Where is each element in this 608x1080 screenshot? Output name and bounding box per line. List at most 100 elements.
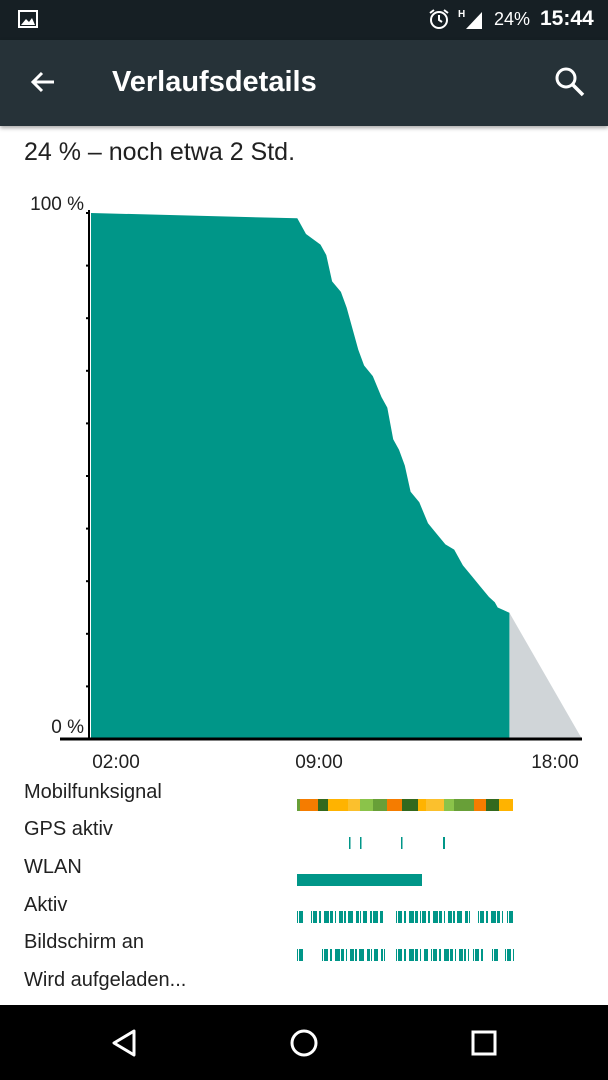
signal-segment (423, 799, 426, 811)
mobile-signal-bar (297, 799, 513, 811)
signal-segment (348, 799, 355, 811)
activity-segment (404, 949, 406, 961)
activity-segment (398, 949, 402, 961)
signal-segment (373, 799, 381, 811)
activity-segment (424, 949, 428, 961)
app-bar: Verlaufsdetails (0, 40, 608, 126)
activity-segment (374, 949, 378, 961)
activity-segment (455, 949, 456, 961)
signal-segment (355, 799, 360, 811)
activity-segment (311, 911, 312, 923)
signal-segment (387, 799, 391, 811)
activity-segment (433, 949, 437, 961)
signal-segment (339, 799, 348, 811)
activity-segment (360, 911, 361, 923)
activity-segment (409, 949, 414, 961)
row-label-gps: GPS aktiv (24, 818, 113, 840)
activity-segment (404, 911, 406, 923)
activity-segment (371, 949, 372, 961)
signal-segment (474, 799, 481, 811)
x-tick-label: 18:00 (531, 752, 579, 773)
wlan-activity-bar (297, 874, 422, 886)
activity-segment (415, 911, 418, 923)
signal-segment (310, 799, 318, 811)
screen-on-bar (297, 949, 514, 961)
signal-segment (454, 799, 465, 811)
activity-segment (505, 949, 506, 961)
activity-segment (509, 911, 513, 923)
signal-segment (300, 799, 310, 811)
activity-segment (367, 949, 370, 961)
activity-segment (507, 949, 511, 961)
signal-segment (450, 799, 454, 811)
signal-segment (486, 799, 489, 811)
activity-segment (324, 911, 329, 923)
activity-segment (380, 911, 383, 923)
activity-segment (475, 949, 479, 961)
signal-segment (402, 799, 411, 811)
signal-segment (391, 799, 402, 811)
activity-segment (313, 911, 317, 923)
activity-segment (513, 949, 514, 961)
signal-segment (489, 799, 499, 811)
status-bar: H 24% 15:44 (0, 0, 608, 40)
activity-segment (324, 949, 328, 961)
activity-segment (420, 949, 421, 961)
activity-segment (420, 911, 421, 923)
row-label-charging: Wird aufgeladen... (24, 969, 187, 991)
signal-segment (318, 799, 324, 811)
signal-segment (436, 799, 444, 811)
signal-icon: H (458, 9, 482, 29)
activity-segment (497, 911, 500, 923)
activity-segment (480, 911, 484, 923)
signal-segment (426, 799, 436, 811)
activity-segment (341, 949, 344, 961)
activity-segment (428, 911, 430, 923)
activity-segment (322, 949, 323, 961)
x-tick-label: 02:00 (92, 752, 140, 773)
signal-segment (507, 799, 513, 811)
gallery-icon (18, 10, 38, 28)
recents-square-icon[interactable] (464, 1023, 504, 1063)
activity-segment (473, 949, 474, 961)
signal-segment (481, 799, 486, 811)
signal-segment (297, 799, 300, 811)
activity-segment (448, 911, 452, 923)
signal-segment (363, 799, 373, 811)
activity-segment (356, 911, 359, 923)
page-title: Verlaufsdetails (112, 66, 317, 98)
activity-segment (457, 911, 462, 923)
signal-segment (381, 799, 387, 811)
activity-segment (319, 911, 321, 923)
activity-segment (346, 949, 347, 961)
battery-percentage: 24% (494, 9, 531, 29)
activity-segment (444, 911, 445, 923)
activity-segment (459, 949, 463, 961)
activity-segment (478, 911, 479, 923)
search-icon[interactable] (552, 64, 588, 100)
activity-segment (339, 911, 343, 923)
activity-segment (422, 911, 426, 923)
activity-segment (350, 949, 354, 961)
home-circle-icon[interactable] (284, 1023, 324, 1063)
activity-segment (433, 911, 438, 923)
activity-segment (491, 911, 496, 923)
signal-segment (499, 799, 507, 811)
back-arrow-icon[interactable] (26, 65, 60, 99)
activity-segment (486, 911, 488, 923)
signal-segment (465, 799, 474, 811)
predicted-area (509, 612, 582, 739)
activity-segment (396, 949, 397, 961)
y-tick-label: 100 % (30, 194, 84, 215)
back-triangle-icon[interactable] (104, 1023, 144, 1063)
row-label-active: Aktiv (24, 894, 68, 916)
y-tick-label: 0 % (51, 717, 84, 738)
activity-segment (373, 911, 378, 923)
activity-segment (297, 911, 298, 923)
activity-segment (450, 949, 453, 961)
row-label-screen-on: Bildschirm an (24, 931, 145, 953)
activity-segment (444, 949, 449, 961)
activity-segment (348, 911, 353, 923)
row-label-wlan: WLAN (24, 856, 82, 878)
activity-segment (370, 911, 372, 923)
